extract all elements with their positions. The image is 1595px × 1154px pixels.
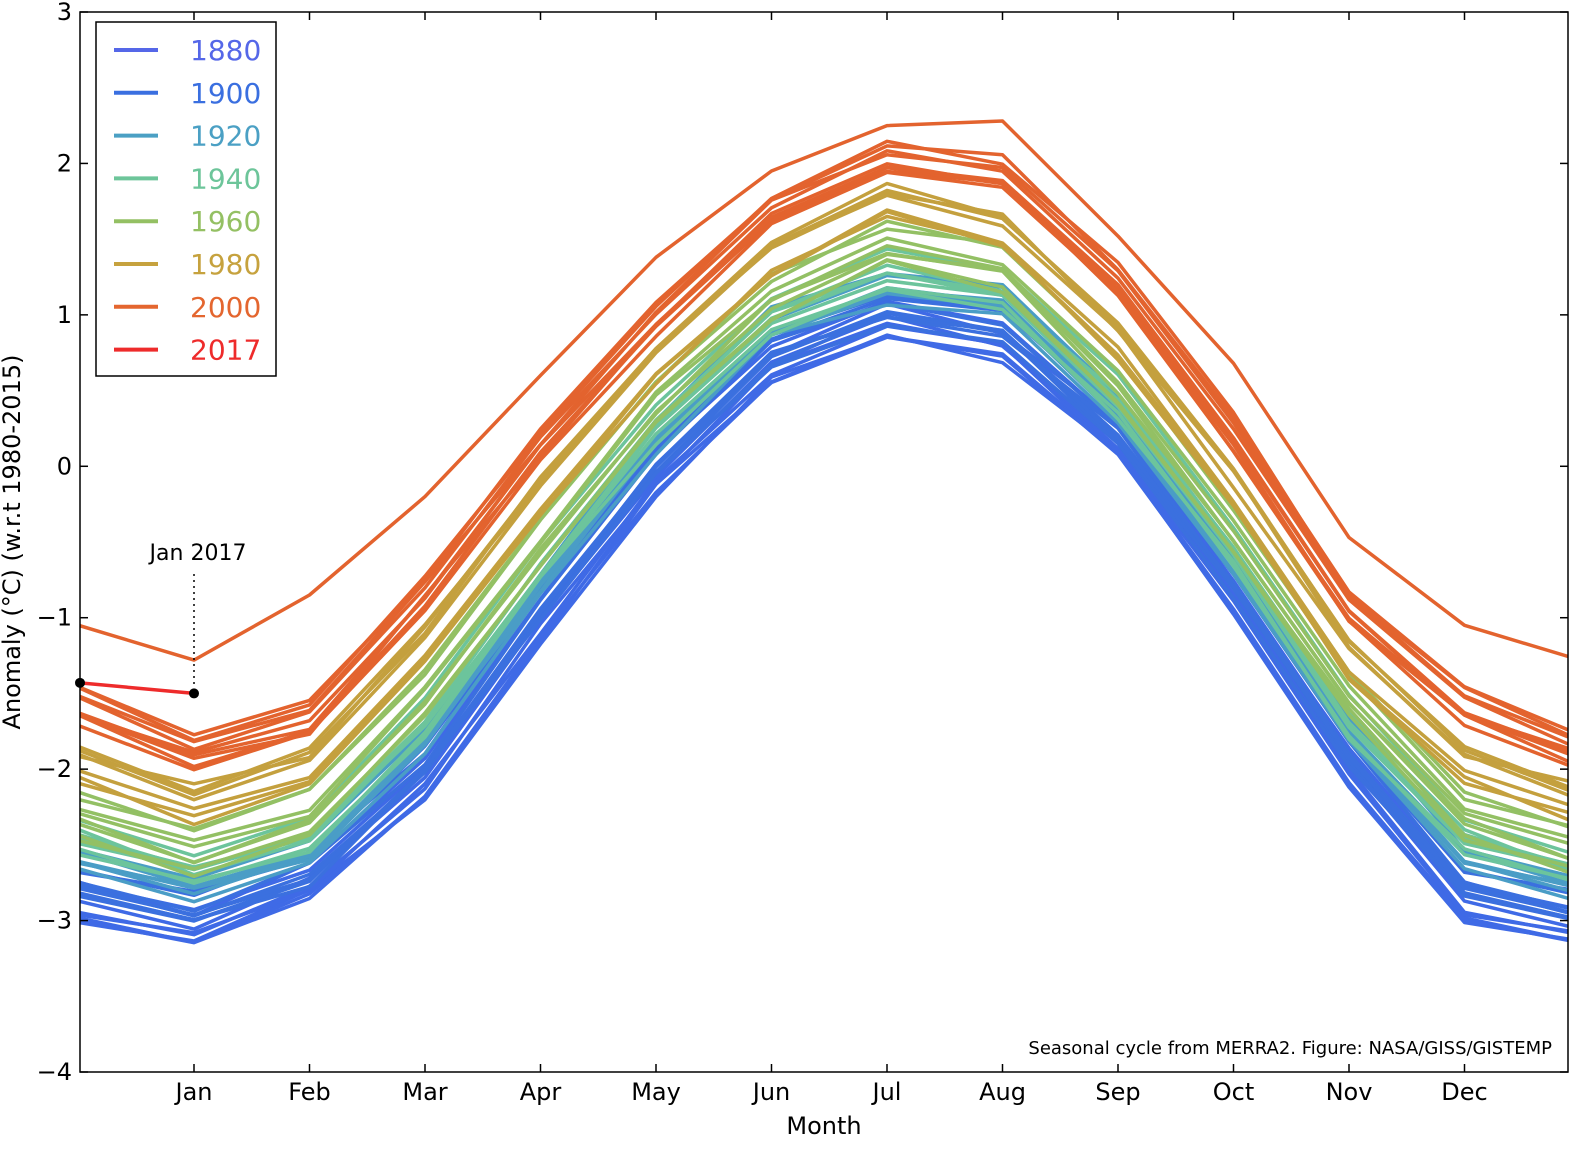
y-tick-label: −2 — [37, 755, 72, 783]
x-tick-label: Jul — [871, 1078, 902, 1106]
legend-label-1880: 1880 — [190, 34, 261, 67]
series-line-2000-9 — [80, 170, 1568, 772]
series-line-1880-6 — [80, 333, 1568, 945]
series-line-1920-5 — [80, 288, 1568, 889]
point-2017-jan — [189, 688, 199, 699]
series-line-2000-7 — [80, 165, 1568, 757]
legend-label-1900: 1900 — [190, 77, 261, 110]
legend: 1880 1900 1920 1940 1960 1980 2000 2017 — [95, 21, 277, 377]
x-tick-label: Apr — [520, 1078, 562, 1106]
series-line-1980-7 — [80, 181, 1568, 786]
point-2017-dec — [75, 677, 85, 688]
x-tick-label: Jan — [174, 1078, 213, 1106]
x-tick-label: Jun — [751, 1078, 791, 1106]
series-line-2000-8 — [80, 139, 1568, 743]
annotation-label: Jan 2017 — [148, 541, 247, 566]
series-line-2000-6 — [80, 165, 1568, 761]
y-tick-label: −1 — [37, 604, 72, 632]
legend-label-1980: 1980 — [190, 248, 261, 281]
series-line-1920-7 — [80, 286, 1568, 896]
series-line-1900-5 — [80, 323, 1568, 922]
y-tick-label: 0 — [57, 452, 72, 480]
series-line-1940-6 — [80, 288, 1568, 883]
series-line-1900-4 — [80, 293, 1568, 894]
series-line-2017 — [80, 681, 195, 696]
y-axis-title: Anomaly (°C) (w.r.t 1980-2015) — [0, 355, 26, 730]
x-tick-label: Nov — [1326, 1078, 1373, 1106]
legend-label-2000: 2000 — [190, 291, 261, 324]
series-line-1920-3 — [80, 289, 1568, 889]
series-line-1980-6 — [80, 209, 1568, 818]
x-tick-label: Aug — [979, 1078, 1026, 1106]
x-axis: Jan Feb Mar Apr May Jun Jul Aug Sep Oct Nov Dec — [174, 12, 1488, 1106]
legend-label-1940: 1940 — [190, 162, 261, 195]
series-line-1960-4 — [80, 236, 1568, 842]
series-line-1900-8 — [80, 315, 1568, 917]
y-tick-label: 1 — [57, 301, 72, 329]
x-axis-title: Month — [786, 1112, 861, 1140]
source-note: Seasonal cycle from MERRA2. Figure: NASA… — [1028, 1038, 1552, 1059]
series-line-1960-7 — [80, 258, 1568, 879]
series-line-1880-5 — [80, 324, 1568, 935]
series-line-1960-2 — [80, 244, 1568, 849]
x-tick-label: Sep — [1095, 1078, 1140, 1106]
legend-label-1920: 1920 — [190, 120, 261, 153]
x-tick-label: Dec — [1441, 1078, 1487, 1106]
legend-label-2017: 2017 — [190, 334, 261, 367]
y-tick-label: −3 — [37, 907, 72, 935]
series-line-1980-4 — [80, 191, 1568, 797]
series-line-1920-6 — [80, 291, 1568, 890]
x-tick-label: Feb — [288, 1078, 331, 1106]
jan-2017-annotation: Jan 2017 — [148, 541, 247, 686]
y-tick-label: 2 — [57, 149, 72, 177]
legend-box — [95, 21, 277, 377]
plot-frame — [79, 11, 1569, 1073]
series-line-2000-2 — [80, 149, 1568, 752]
y-tick-label: 3 — [57, 0, 72, 26]
series-line-1940-7 — [80, 278, 1568, 872]
y-axis: 3 2 1 0 −1 −2 −3 −4 — [37, 0, 1568, 1086]
series-line-1920-4 — [80, 303, 1568, 904]
x-tick-label: Oct — [1213, 1078, 1255, 1106]
series-lines — [80, 119, 1568, 945]
series-line-1960-6 — [80, 251, 1568, 865]
series-line-2016-1 — [80, 119, 1568, 662]
legend-label-1960: 1960 — [190, 205, 261, 238]
x-tick-label: May — [631, 1078, 681, 1106]
y-tick-label: −4 — [37, 1058, 72, 1086]
x-tick-label: Mar — [402, 1078, 447, 1106]
series-line-1980-5 — [80, 193, 1568, 802]
